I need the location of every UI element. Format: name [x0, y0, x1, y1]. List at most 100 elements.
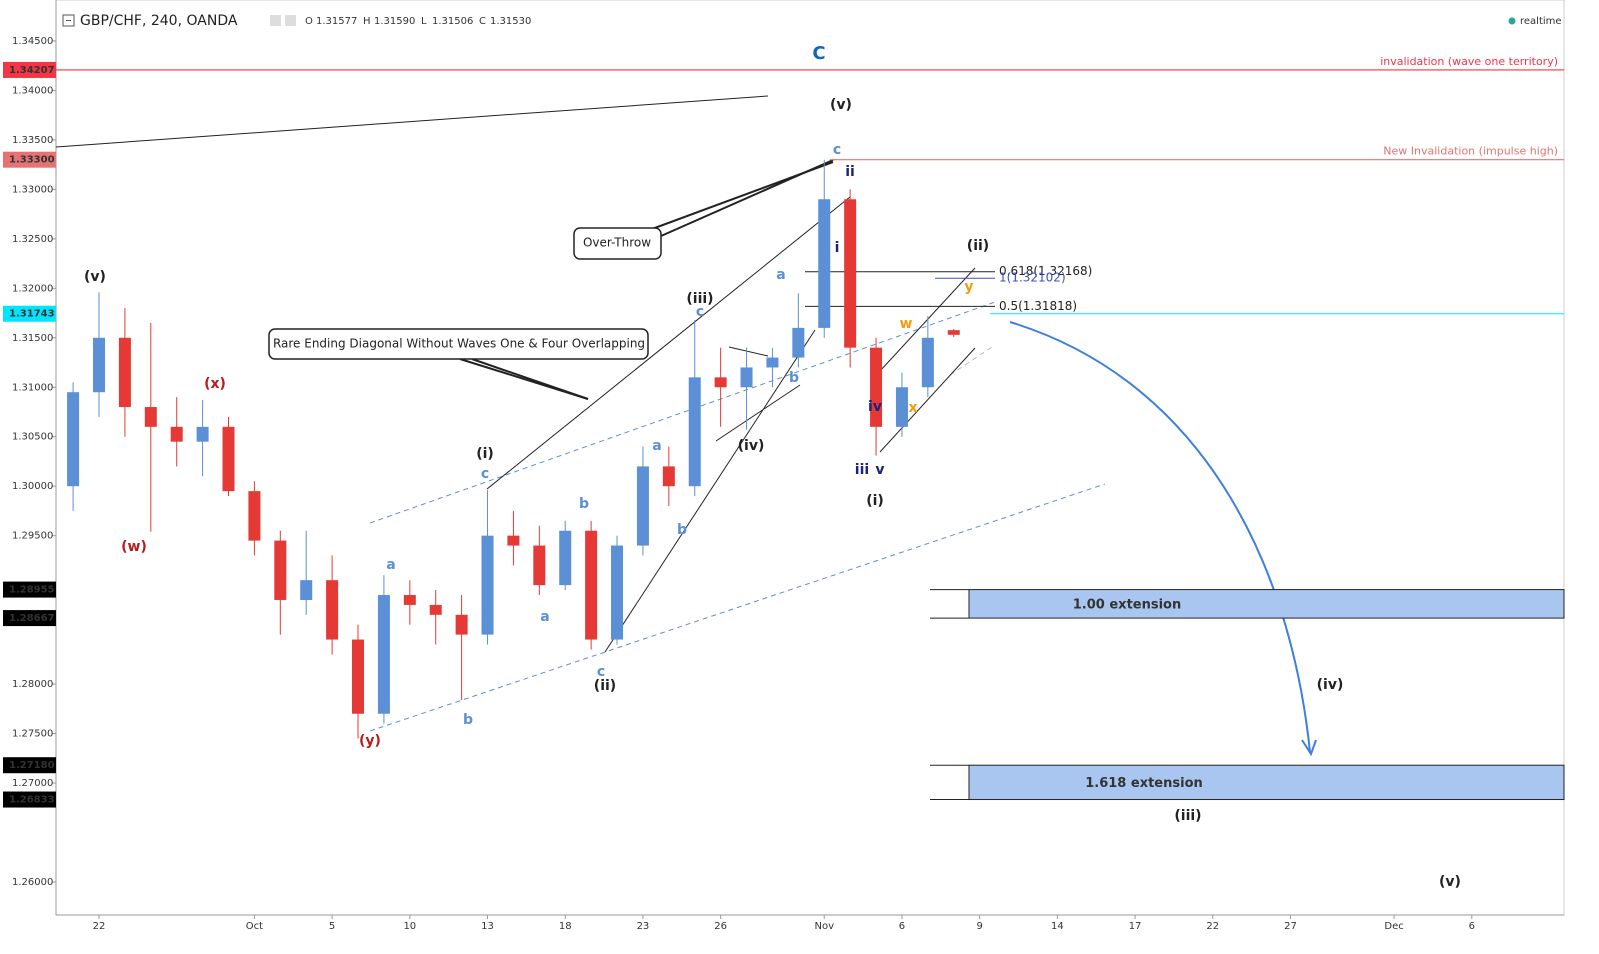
candle-body	[844, 199, 857, 348]
wave-label: (iii)	[686, 291, 713, 307]
wave-label: b	[677, 522, 687, 538]
header-icon[interactable]	[270, 15, 281, 26]
candle-body	[611, 545, 624, 640]
candle-body	[274, 540, 287, 600]
candle-body	[818, 199, 831, 328]
candle-body	[533, 545, 546, 586]
price-box-label: 1.34207	[9, 65, 55, 76]
candle-body	[740, 367, 753, 388]
y-tick-label: 1.34500	[12, 36, 53, 47]
candle-body	[688, 377, 701, 487]
x-tick-label: 14	[1051, 921, 1064, 932]
candle-body	[947, 330, 960, 335]
candle-body	[870, 347, 883, 427]
projection-arrow	[1009, 321, 1311, 753]
wave-label: w	[900, 316, 913, 332]
candle-body	[766, 357, 779, 368]
wave-label: (iii)	[1174, 808, 1201, 824]
pointer	[651, 161, 834, 230]
wave-label: y	[964, 279, 973, 295]
price-box	[3, 305, 56, 322]
trendline	[55, 95, 769, 148]
ohlc-value: 1.31506	[432, 16, 473, 27]
candle-body	[352, 639, 365, 714]
y-tick-label: 1.34000	[12, 85, 53, 96]
wave-label: b	[789, 370, 799, 386]
x-tick-label: 13	[481, 921, 494, 932]
wave-label: (ii)	[594, 678, 616, 694]
x-tick-label: Oct	[246, 921, 263, 932]
x-tick-label: 22	[1206, 921, 1219, 932]
level-text: New Invalidation (impulse high)	[1383, 145, 1558, 158]
y-tick-label: 1.28000	[12, 679, 53, 690]
x-tick-label: 17	[1129, 921, 1142, 932]
candle-body	[921, 337, 934, 388]
ohlc-name: C	[479, 16, 486, 27]
channel	[369, 301, 996, 524]
ohlc-name: H	[363, 16, 371, 27]
trendline	[604, 329, 816, 653]
wave-label: c	[597, 664, 605, 680]
candle-body	[636, 466, 649, 546]
wave-label: (i)	[476, 446, 494, 462]
status-dot	[1508, 17, 1516, 25]
candle-body	[507, 535, 520, 546]
wave-label: (w)	[121, 539, 147, 555]
wave-label: a	[540, 609, 549, 625]
candle-body	[67, 392, 80, 487]
ohlc-value: 1.31590	[374, 16, 415, 27]
y-tick-label: 1.27500	[12, 729, 53, 740]
drawings	[55, 95, 1317, 757]
wave-label: c	[696, 304, 704, 320]
y-tick-label: 1.30500	[12, 432, 53, 443]
candle-body	[714, 377, 727, 388]
header-icon[interactable]	[62, 14, 75, 27]
wave-label: (iv)	[1317, 677, 1344, 693]
zone-label: 1.00 extension	[1073, 597, 1181, 612]
y-tick-label: 1.31500	[12, 333, 53, 344]
callout-box	[573, 227, 662, 260]
wave-label: iii	[855, 462, 869, 478]
ohlc-value: 1.31530	[490, 16, 531, 27]
channel	[369, 483, 1106, 732]
wave-label: a	[386, 557, 395, 573]
candle-body	[144, 407, 157, 427]
candle-body	[326, 580, 339, 640]
candle-body	[118, 337, 131, 408]
price-box-label: 1.28667	[9, 613, 55, 624]
price-box	[3, 610, 56, 627]
wave-label: c	[481, 466, 489, 482]
x-tick-label: 5	[329, 921, 335, 932]
fib-label: 1(1.32102)	[999, 271, 1066, 285]
wave-label: b	[579, 496, 589, 512]
wave-label: C	[812, 43, 825, 64]
y-tick-label: 1.30000	[12, 481, 53, 492]
wave-label: (y)	[359, 733, 381, 749]
y-tick-label: 1.31000	[12, 382, 53, 393]
symbol-title: GBP/CHF, 240, OANDA	[80, 13, 238, 29]
wave-label: x	[908, 400, 917, 416]
trendline	[715, 384, 801, 442]
y-tick-label: 1.27000	[12, 778, 53, 789]
candle-body	[895, 387, 908, 427]
wave-label: a	[776, 267, 785, 283]
header-icon[interactable]	[285, 15, 296, 26]
candle-body	[403, 595, 416, 605]
price-box-label: 1.27180	[9, 760, 55, 771]
price-box	[3, 791, 56, 808]
x-tick-label: 6	[899, 921, 905, 932]
ohlc-name: L	[421, 16, 427, 27]
status: realtime	[1520, 16, 1562, 27]
candle-body	[196, 426, 209, 442]
x-tick-label: 22	[93, 921, 106, 932]
callout-text: Over-Throw	[583, 236, 651, 250]
level-text: invalidation (wave one territory)	[1380, 55, 1558, 68]
x-tick-label: 23	[637, 921, 650, 932]
x-tick-label: 26	[714, 921, 727, 932]
price-box-label: 1.28955	[9, 585, 55, 596]
ohlc-name: O	[305, 16, 313, 27]
y-tick-label: 1.33500	[12, 135, 53, 146]
candle-body	[455, 614, 468, 635]
